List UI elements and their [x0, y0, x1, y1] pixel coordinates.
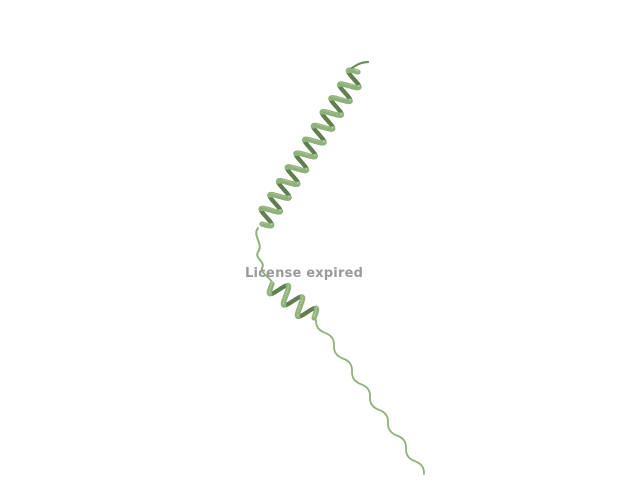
license-watermark: License expired — [245, 266, 363, 281]
upper-helix-front-segment — [356, 71, 358, 72]
lower-alpha-helix — [269, 283, 316, 318]
upper-alpha-helix — [261, 69, 359, 226]
n-terminal-tip — [352, 62, 368, 68]
c-terminal-coil — [316, 320, 424, 474]
upper-helix-highlight — [356, 70, 358, 71]
lower-helix-highlight — [314, 315, 315, 317]
